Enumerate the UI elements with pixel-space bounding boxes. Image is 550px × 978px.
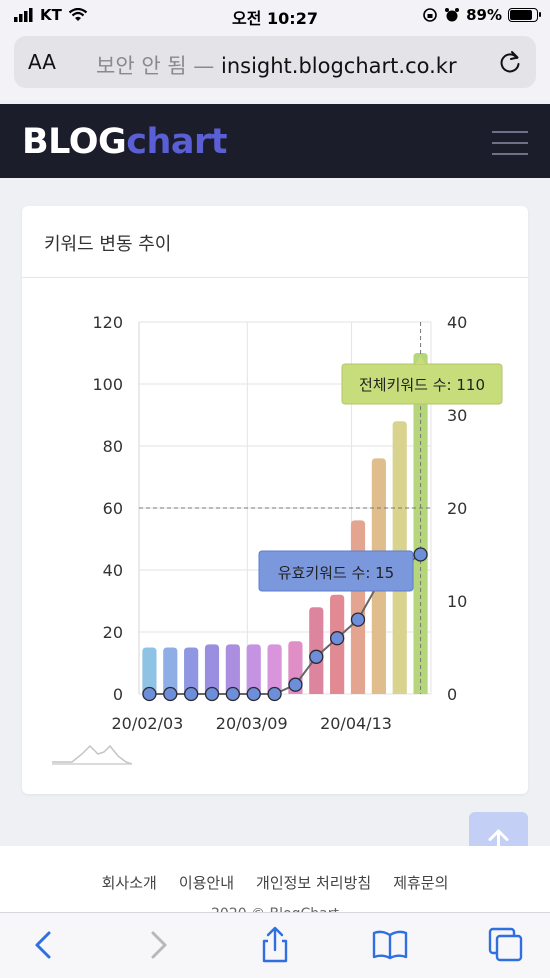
bar xyxy=(246,644,261,694)
site-header: BLOGchart xyxy=(0,104,550,178)
navigator-sparkline xyxy=(52,744,133,765)
status-left: KT xyxy=(14,6,88,24)
reload-icon[interactable] xyxy=(496,48,524,76)
text-size-button[interactable]: AA xyxy=(28,50,56,74)
rotation-lock-icon xyxy=(423,8,437,22)
carrier-label: KT xyxy=(40,6,62,24)
browser-address-area: AA 보안 안 됨 — insight.blogchart.co.kr xyxy=(0,32,550,100)
address-bar[interactable]: AA 보안 안 됨 — insight.blogchart.co.kr xyxy=(14,36,536,88)
tooltip-valid-box xyxy=(258,550,414,592)
line-point xyxy=(350,612,366,627)
bar xyxy=(350,520,366,694)
menu-icon[interactable] xyxy=(492,129,528,157)
bar xyxy=(267,644,282,694)
y-right-tick-label: 0 xyxy=(447,685,457,704)
logo-chart: chart xyxy=(126,122,227,162)
tabs-icon[interactable] xyxy=(486,925,526,965)
bar xyxy=(225,644,240,694)
battery-icon xyxy=(508,8,541,22)
browser-toolbar xyxy=(0,912,550,978)
logo-blog: BLOG xyxy=(22,122,127,162)
battery-percent: 89% xyxy=(466,6,502,24)
wifi-icon xyxy=(68,8,88,21)
y-right-tick-label: 20 xyxy=(447,499,467,518)
signal-icon xyxy=(14,8,33,22)
line-point xyxy=(267,686,282,702)
keyword-trend-chart: 0 20 40 60 80 100 120 0 10 20 30 40 20/02/03 20/03/09… xyxy=(52,313,503,765)
line-point xyxy=(204,686,220,702)
line-point xyxy=(225,686,241,702)
y-left-tick-label: 40 xyxy=(103,561,123,580)
book-icon[interactable] xyxy=(370,925,410,965)
bar xyxy=(163,647,178,694)
clock: 오전 10:27 xyxy=(232,9,318,28)
line-point xyxy=(246,686,261,702)
bar xyxy=(184,647,199,694)
card-title: 키워드 변동 추이 xyxy=(44,234,172,255)
x-tick-label: 20/04/13 xyxy=(320,714,392,733)
status-bar: KT 오전 10:27 89% xyxy=(0,0,550,32)
alarm-icon xyxy=(445,8,460,22)
line-point xyxy=(142,686,157,702)
line-point xyxy=(163,686,178,702)
domain-label: insight.blogchart.co.kr xyxy=(221,54,457,78)
chevron-left-icon[interactable] xyxy=(24,925,64,965)
y-right-tick-label: 30 xyxy=(447,406,467,425)
share-icon[interactable] xyxy=(255,925,295,965)
y-left-tick-label: 100 xyxy=(92,375,123,394)
footer-link-privacy[interactable]: 개인정보 처리방침 xyxy=(256,874,372,892)
bar xyxy=(413,353,428,694)
tooltip-total-label: 전체키워드 수: 110 xyxy=(359,376,485,394)
line-point xyxy=(309,649,324,664)
x-tick-label: 20/02/03 xyxy=(111,714,183,733)
tooltip-total-arrow xyxy=(415,356,426,364)
url-display[interactable]: 보안 안 됨 — insight.blogchart.co.kr xyxy=(96,50,457,80)
bar xyxy=(204,644,220,694)
footer-link-partnership[interactable]: 제휴문의 xyxy=(393,874,449,892)
y-left-tick-label: 0 xyxy=(113,685,123,704)
line-point xyxy=(329,631,345,646)
footer-links: 회사소개 이용안내 개인정보 처리방침 제휴문의 xyxy=(0,872,550,893)
tooltip-valid-label: 유효키워드 수: 15 xyxy=(278,564,394,582)
card-divider xyxy=(22,277,528,278)
bar xyxy=(142,647,157,694)
footer-link-guide[interactable]: 이용안내 xyxy=(178,874,235,892)
y-left-tick-label: 120 xyxy=(92,313,123,332)
y-right-tick-label: 10 xyxy=(447,592,467,611)
keyword-trend-card: 키워드 변동 추이 0 20 40 60 80 100 120 0 10 20 30 40 20/02/… xyxy=(22,206,528,794)
footer-link-company[interactable]: 회사소개 xyxy=(101,874,157,892)
y-left-tick-label: 60 xyxy=(103,499,123,518)
chevron-right-icon[interactable] xyxy=(138,925,178,965)
y-left-tick-label: 20 xyxy=(103,623,123,642)
insecure-label: 보안 안 됨 — xyxy=(96,54,215,78)
status-right: 89% xyxy=(422,6,541,24)
y-left-tick-label: 80 xyxy=(103,437,123,456)
line-point xyxy=(183,686,199,702)
site-logo[interactable]: BLOGchart xyxy=(22,122,227,162)
y-right-tick-label: 40 xyxy=(447,313,467,332)
line-point xyxy=(288,677,303,692)
x-tick-label: 20/03/09 xyxy=(216,714,288,733)
line-point xyxy=(413,547,428,562)
